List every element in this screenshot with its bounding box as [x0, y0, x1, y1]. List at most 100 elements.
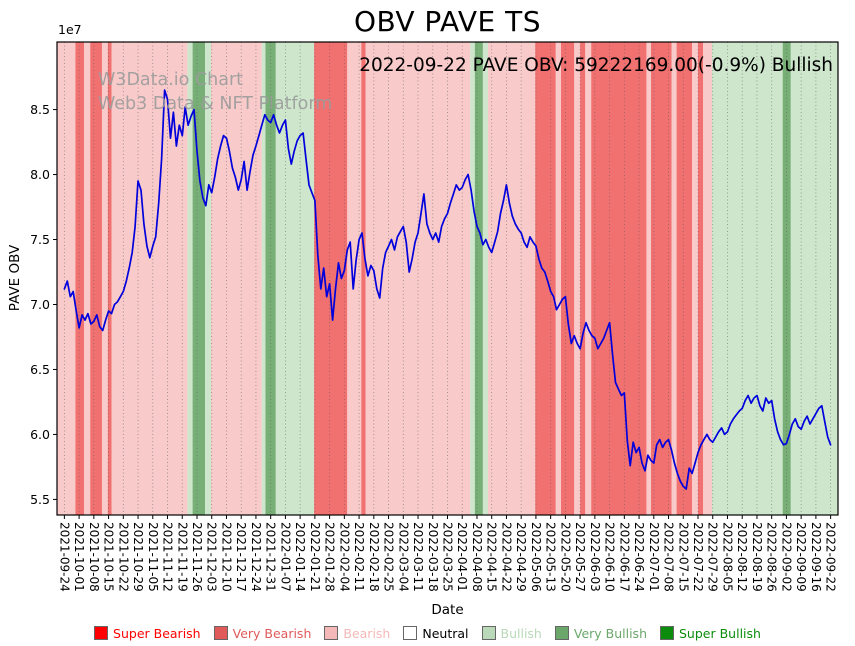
y-tick-label: 6.0: [30, 427, 50, 442]
x-tick-label: 2022-04-29: [514, 522, 528, 592]
legend: Super Bearish Very Bearish Bearish Neutral B…: [0, 623, 855, 643]
y-tick-label: 7.5: [30, 232, 50, 247]
signal-band-very-bullish: [192, 42, 206, 515]
x-tick-label: 2021-11-19: [175, 522, 189, 592]
signal-band-very-bearish: [580, 42, 586, 515]
y-tick-label: 8.0: [30, 167, 50, 182]
x-tick-label: 2022-01-14: [293, 522, 307, 592]
legend-item: Very Bullish: [554, 625, 647, 641]
x-tick-label: 2022-04-15: [485, 522, 499, 592]
signal-band-bearish: [671, 42, 677, 515]
x-tick-label: 2022-04-22: [499, 522, 513, 592]
legend-label: Bullish: [500, 625, 542, 641]
legend-item: Very Bearish: [213, 625, 312, 641]
signal-band-very-bearish: [698, 42, 704, 515]
y-tick-label: 7.0: [30, 297, 50, 312]
x-tick-label: 2022-09-09: [794, 522, 808, 592]
signal-band-very-bullish: [782, 42, 791, 515]
x-tick-label: 2021-10-01: [72, 522, 86, 592]
x-tick-label: 2022-08-05: [720, 522, 734, 592]
x-tick-label: 2022-03-18: [426, 522, 440, 592]
x-tick-label: 2022-07-22: [691, 522, 705, 592]
x-tick-label: 2022-01-28: [323, 522, 337, 592]
x-tick-label: 2022-05-13: [544, 522, 558, 592]
x-tick-label: 2022-07-01: [647, 522, 661, 592]
x-tick-label: 2021-12-31: [264, 522, 278, 592]
x-tick-label: 2022-05-27: [573, 522, 587, 592]
signal-band-very-bearish: [107, 42, 112, 515]
legend-label: Neutral: [422, 625, 469, 641]
legend-item: Super Bearish: [94, 626, 201, 641]
legend-label: Very Bullish: [573, 625, 647, 641]
very-bullish-swatch: [554, 626, 569, 640]
signal-band-bullish: [187, 42, 193, 515]
watermark: W3Data.io Chart Web3 Data & NFT Platform: [98, 69, 332, 116]
x-tick-label: 2022-06-17: [617, 522, 631, 592]
x-tick-label: 2022-06-10: [603, 522, 617, 592]
x-tick-label: 2021-12-17: [234, 522, 248, 592]
x-tick-label: 2022-02-11: [352, 522, 366, 592]
x-tick-label: 2021-10-22: [116, 522, 130, 592]
x-tick-label: 2022-06-24: [632, 522, 646, 592]
x-tick-label: 2022-08-19: [750, 522, 764, 592]
obv-line: [63, 89, 832, 490]
y-tick-label: 8.5: [30, 102, 50, 117]
x-tick-label: 2021-10-29: [131, 522, 145, 592]
legend-item: Neutral: [403, 625, 469, 641]
neutral-swatch: [403, 626, 418, 640]
y-tick-label: 5.5: [30, 492, 50, 507]
signal-band-bearish: [555, 42, 561, 515]
x-tick-label: 2022-02-04: [337, 522, 351, 592]
x-tick-label: 2022-07-15: [676, 522, 690, 592]
signal-band-bullish: [275, 42, 315, 515]
signal-band-very-bearish: [650, 42, 672, 515]
x-axis-label: Date: [431, 602, 464, 618]
signal-band-bearish: [574, 42, 581, 515]
x-tick-label: 2022-09-02: [779, 522, 793, 592]
legend-label: Very Bearish: [232, 625, 312, 641]
x-tick-label: 2022-09-22: [824, 522, 838, 592]
x-tick-label: 2022-07-29: [706, 522, 720, 592]
super-bearish-swatch: [94, 626, 109, 640]
signal-band-very-bearish: [591, 42, 647, 515]
x-tick-label: 2021-09-24: [57, 522, 71, 592]
x-tick-label: 2021-11-12: [161, 522, 175, 592]
x-tick-label: 2022-08-26: [765, 522, 779, 592]
x-tick-label: 2022-08-12: [735, 522, 749, 592]
signal-band-very-bearish: [75, 42, 85, 515]
signal-band-bearish: [646, 42, 651, 515]
signal-band-bullish: [470, 42, 475, 515]
signal-band-bearish: [703, 42, 712, 515]
x-tick-label: 2021-11-26: [190, 522, 204, 592]
x-tick-label: 2022-03-11: [411, 522, 425, 592]
signal-band-very-bearish: [561, 42, 575, 515]
x-tick-label: 2021-11-05: [146, 522, 160, 592]
legend-label: Bearish: [343, 625, 391, 641]
bullish-swatch: [481, 626, 496, 640]
signal-band-bullish: [712, 42, 783, 515]
chart-title: OBV PAVE TS: [353, 5, 542, 38]
signal-band-very-bearish: [676, 42, 693, 515]
x-tick-label: 2022-05-06: [529, 522, 543, 592]
signal-band-bearish: [57, 42, 76, 515]
signal-band-bullish: [482, 42, 489, 515]
y-tick-label: 6.5: [30, 362, 50, 377]
signal-band-very-bearish: [90, 42, 102, 515]
signal-band-bearish: [211, 42, 262, 515]
signal-band-bearish: [84, 42, 91, 515]
x-tick-label: 2022-04-01: [455, 522, 469, 592]
signal-band-bullish: [261, 42, 266, 515]
x-tick-label: 2022-09-16: [809, 522, 823, 592]
signal-band-very-bearish: [535, 42, 556, 515]
signal-band-bearish: [101, 42, 108, 515]
x-tick-label: 2021-12-10: [219, 522, 233, 592]
x-tick-label: 2022-04-08: [470, 522, 484, 592]
x-tick-label: 2022-06-03: [588, 522, 602, 592]
x-tick-label: 2021-10-15: [102, 522, 116, 592]
latest-value-annotation: 2022-09-22 PAVE OBV: 59222169.00(-0.9%) …: [359, 55, 833, 76]
x-tick-label: 2022-01-21: [308, 522, 322, 592]
super-bullish-swatch: [660, 626, 674, 640]
signal-band-bullish: [205, 42, 211, 515]
